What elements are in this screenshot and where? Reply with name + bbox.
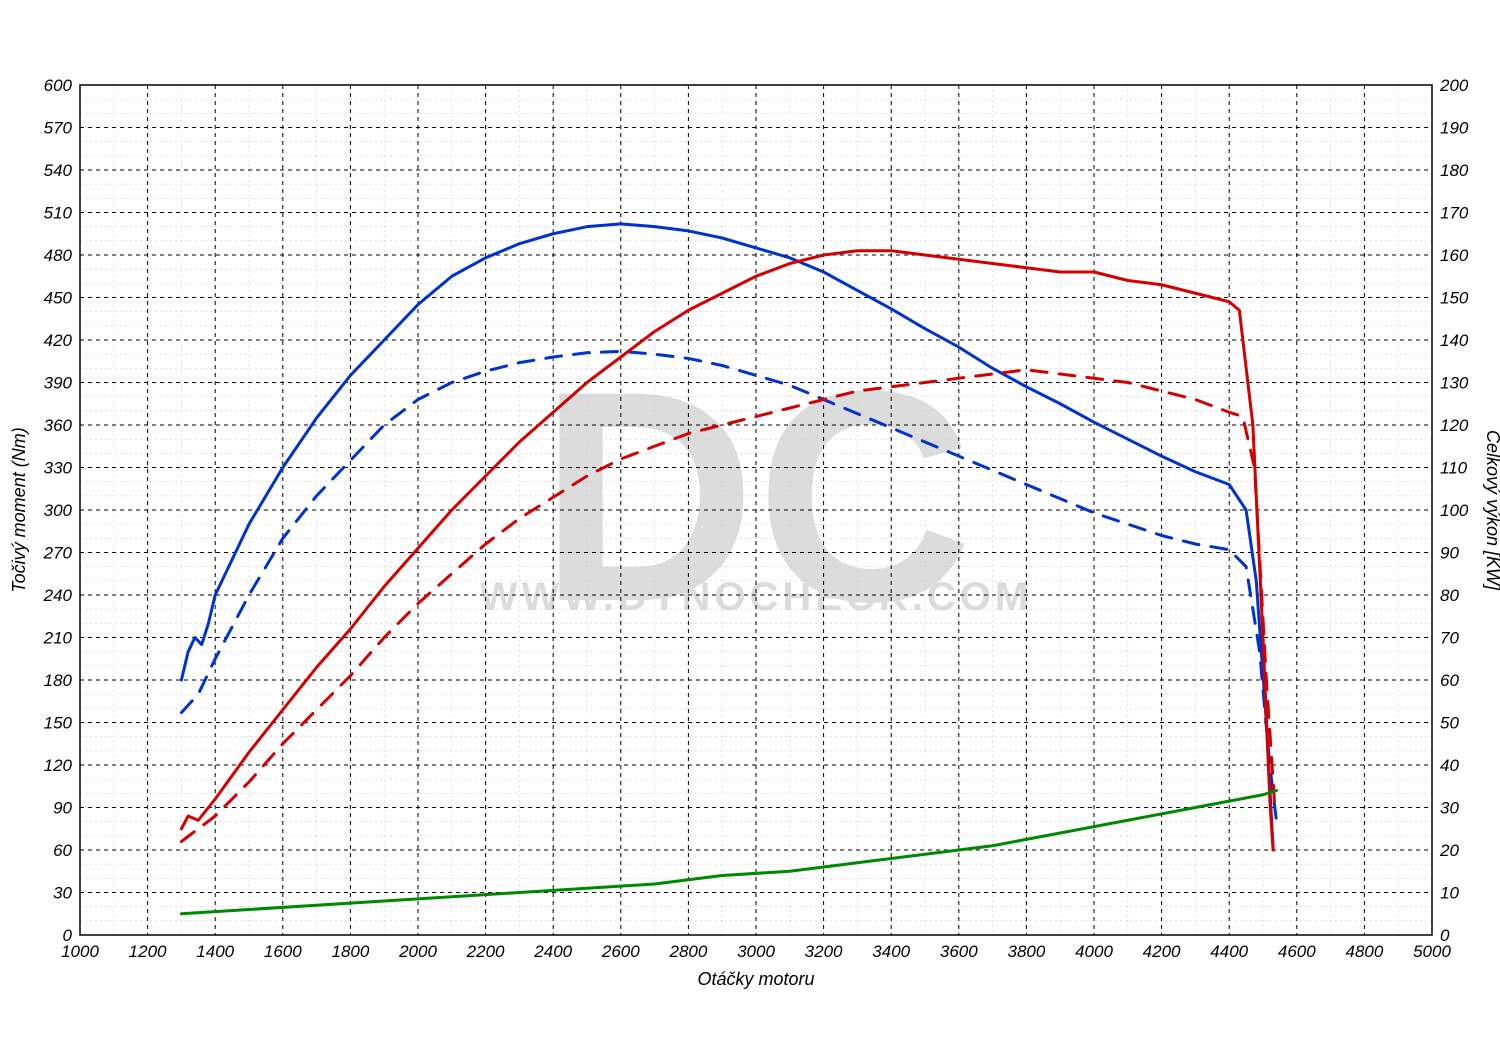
svg-text:1600: 1600 — [264, 942, 302, 961]
svg-text:4600: 4600 — [1278, 942, 1316, 961]
svg-text:60: 60 — [1440, 671, 1459, 690]
svg-text:200: 200 — [1439, 76, 1469, 95]
svg-text:450: 450 — [44, 289, 73, 308]
svg-text:2200: 2200 — [466, 942, 505, 961]
svg-text:2000: 2000 — [398, 942, 437, 961]
svg-text:3800: 3800 — [1007, 942, 1045, 961]
svg-text:Točivý moment (Nm): Točivý moment (Nm) — [9, 427, 29, 592]
svg-text:150: 150 — [1440, 289, 1469, 308]
svg-text:420: 420 — [44, 331, 73, 350]
svg-text:100: 100 — [1440, 501, 1469, 520]
svg-text:300: 300 — [44, 501, 73, 520]
svg-text:4800: 4800 — [1345, 942, 1383, 961]
svg-text:20: 20 — [1439, 841, 1459, 860]
svg-text:480: 480 — [44, 246, 73, 265]
svg-text:160: 160 — [1440, 246, 1469, 265]
svg-text:1200: 1200 — [129, 942, 167, 961]
svg-text:330: 330 — [44, 459, 73, 478]
svg-text:270: 270 — [43, 544, 73, 563]
svg-text:3600: 3600 — [940, 942, 978, 961]
svg-text:0: 0 — [63, 926, 73, 945]
svg-text:190: 190 — [1440, 119, 1469, 138]
svg-text:390: 390 — [44, 374, 73, 393]
svg-text:4200: 4200 — [1143, 942, 1181, 961]
svg-text:2400: 2400 — [533, 942, 572, 961]
svg-text:240: 240 — [43, 586, 73, 605]
svg-text:10: 10 — [1440, 884, 1459, 903]
svg-text:210: 210 — [43, 629, 73, 648]
svg-text:510: 510 — [44, 204, 73, 223]
svg-text:30: 30 — [53, 884, 72, 903]
svg-text:70: 70 — [1440, 629, 1459, 648]
svg-text:110: 110 — [1440, 459, 1468, 478]
svg-text:90: 90 — [1440, 544, 1459, 563]
svg-text:4400: 4400 — [1210, 942, 1248, 961]
svg-text:1800: 1800 — [331, 942, 369, 961]
svg-text:30: 30 — [1440, 799, 1459, 818]
svg-text:150: 150 — [44, 714, 73, 733]
svg-text:1400: 1400 — [196, 942, 234, 961]
svg-text:360: 360 — [44, 416, 73, 435]
svg-text:180: 180 — [44, 671, 73, 690]
svg-text:0: 0 — [1440, 926, 1450, 945]
svg-text:60: 60 — [53, 841, 72, 860]
svg-text:90: 90 — [53, 799, 72, 818]
svg-text:120: 120 — [1440, 416, 1469, 435]
svg-text:Otáčky motoru: Otáčky motoru — [697, 969, 814, 989]
svg-text:3200: 3200 — [805, 942, 843, 961]
svg-text:Celkový výkon [KW]: Celkový výkon [KW] — [1483, 430, 1500, 591]
svg-text:4000: 4000 — [1075, 942, 1113, 961]
svg-text:180: 180 — [1440, 161, 1469, 180]
svg-text:2600: 2600 — [601, 942, 640, 961]
svg-text:40: 40 — [1440, 756, 1459, 775]
dyno-chart: DCWWW.DYNOCHECK.COM100012001400160018002… — [0, 0, 1500, 1041]
svg-text:2800: 2800 — [668, 942, 707, 961]
svg-text:80: 80 — [1440, 586, 1459, 605]
svg-text:140: 140 — [1440, 331, 1469, 350]
svg-text:130: 130 — [1440, 374, 1469, 393]
svg-text:3000: 3000 — [737, 942, 775, 961]
svg-text:170: 170 — [1440, 204, 1469, 223]
svg-text:540: 540 — [44, 161, 73, 180]
svg-text:600: 600 — [44, 76, 73, 95]
svg-text:50: 50 — [1440, 714, 1459, 733]
svg-text:3400: 3400 — [872, 942, 910, 961]
svg-text:120: 120 — [44, 756, 73, 775]
svg-text:570: 570 — [44, 119, 73, 138]
